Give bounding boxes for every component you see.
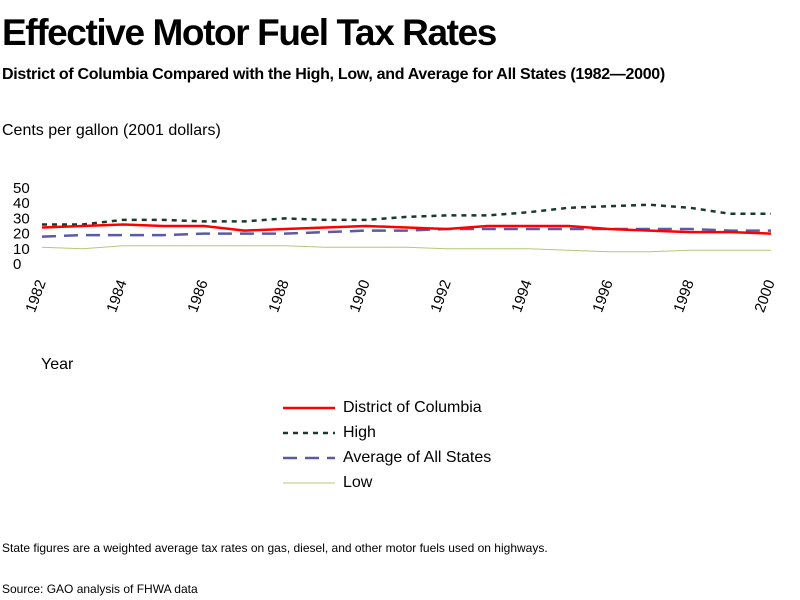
y-tick-label: 10	[13, 241, 30, 258]
x-tick-label: 1986	[184, 278, 211, 315]
x-tick-label: 1984	[103, 278, 130, 315]
series-line-high	[42, 203, 771, 226]
legend-item-average: Average of All States	[283, 446, 491, 471]
series-line-low	[41, 245, 771, 253]
x-axis-label: Year	[41, 356, 74, 373]
source-note: Source: GAO analysis of FHWA data	[2, 582, 198, 596]
x-tick-label: 2000	[751, 278, 778, 315]
legend-label-average: Average of All States	[343, 448, 492, 466]
x-tick-label: 1990	[346, 278, 373, 315]
legend-item-high: High	[283, 421, 491, 446]
series-line-average	[41, 227, 771, 238]
y-tick-label: 40	[13, 195, 30, 212]
chart-title: Effective Motor Fuel Tax Rates	[2, 12, 497, 53]
legend-label-dc: District of Columbia	[343, 399, 482, 417]
legend-swatch-high	[283, 431, 335, 435]
legend-label-high: High	[343, 424, 376, 442]
y-tick-label: 20	[13, 226, 30, 243]
legend-item-low: Low	[283, 470, 491, 495]
legend-swatch-average	[283, 456, 335, 460]
x-tick-label: 1996	[589, 278, 616, 315]
x-tick-label: 1988	[265, 278, 292, 315]
chart-legend: District of Columbia High Average of All…	[283, 396, 491, 495]
y-tick-label: 30	[13, 210, 30, 227]
y-axis-label: Cents per gallon (2001 dollars)	[2, 122, 221, 139]
x-tick-label: 1994	[508, 278, 535, 315]
footnote: State figures are a weighted average tax…	[2, 541, 548, 555]
legend-label-low: Low	[343, 473, 373, 491]
y-tick-label: 50	[13, 180, 30, 197]
x-tick-label: 1998	[670, 278, 697, 315]
x-tick-label: 1992	[427, 278, 454, 315]
y-tick-label: 0	[13, 256, 21, 273]
x-tick-label: 1982	[22, 278, 49, 315]
series-line-dc	[41, 223, 772, 235]
legend-swatch-dc	[283, 407, 335, 410]
chart-subtitle: District of Columbia Compared with the H…	[2, 66, 665, 83]
legend-item-dc: District of Columbia	[283, 396, 491, 421]
legend-swatch-low	[283, 482, 335, 484]
